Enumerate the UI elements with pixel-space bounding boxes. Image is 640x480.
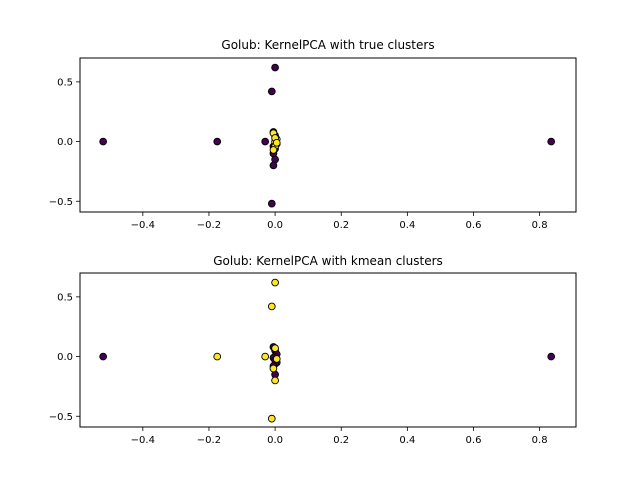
- y-tick-label-top-2: 0.5: [57, 77, 73, 88]
- x-tick-label-bottom-1: −0.2: [197, 435, 221, 446]
- chart-title-top: Golub: KernelPCA with true clusters: [221, 38, 434, 52]
- x-tick-label-bottom-0: −0.4: [131, 435, 155, 446]
- scatter-point-bottom-s0-0: [99, 352, 108, 361]
- scatter-point-bottom-s1-5: [269, 364, 278, 373]
- scatter-point-bottom-s1-0: [213, 352, 222, 361]
- scatter-point-bottom-s1-1: [271, 278, 279, 287]
- scatter-point-top-s0-1: [213, 137, 222, 146]
- y-tick-label-bottom-2: 0.5: [57, 292, 73, 303]
- y-tick-label-top-1: 0.0: [57, 137, 73, 148]
- x-tick-label-bottom-3: 0.2: [333, 435, 349, 446]
- scatter-point-bottom-s1-7: [271, 344, 279, 353]
- scatter-point-bottom-s1-6: [271, 376, 279, 385]
- scatter-points-bottom: [99, 278, 556, 423]
- x-tick-label-top-6: 0.8: [532, 220, 548, 231]
- x-tick-label-bottom-6: 0.8: [532, 435, 548, 446]
- scatter-point-bottom-s1-3: [267, 414, 276, 423]
- scatter-point-top-s1-7: [272, 138, 281, 147]
- x-tick-label-bottom-2: 0.0: [267, 435, 283, 446]
- scatter-point-top-s0-5: [267, 199, 276, 208]
- x-tick-label-top-4: 0.4: [399, 220, 415, 231]
- scatter-point-bottom-s1-8: [272, 355, 281, 363]
- x-tick-label-top-3: 0.2: [333, 220, 349, 231]
- chart-panel-top: Golub: KernelPCA with true clusters −0.4…: [49, 38, 577, 231]
- chart-panel-bottom: Golub: KernelPCA with kmean clusters −0.…: [49, 254, 577, 446]
- scatter-points-top: [99, 63, 556, 208]
- y-tick-label-top-0: −0.5: [49, 197, 73, 208]
- plot-frame-bottom: [79, 272, 577, 428]
- axis-ticks-top: −0.4 −0.2 0.0 0.2 0.4 0.6 0.8 −0.5 0.0 0.5: [49, 77, 548, 231]
- x-tick-label-top-1: −0.2: [197, 220, 221, 231]
- y-tick-label-bottom-1: 0.0: [57, 352, 73, 363]
- x-tick-label-bottom-5: 0.6: [466, 435, 482, 446]
- x-tick-label-bottom-4: 0.4: [399, 435, 415, 446]
- scatter-point-bottom-s1-2: [267, 302, 276, 311]
- scatter-point-bottom-s1-4: [261, 352, 270, 361]
- scatter-point-top-s0-2: [547, 137, 556, 146]
- x-tick-label-top-2: 0.0: [267, 220, 283, 231]
- y-tick-label-bottom-0: −0.5: [49, 412, 73, 423]
- x-tick-label-top-5: 0.6: [466, 220, 482, 231]
- scatter-point-top-s1-5: [269, 146, 278, 154]
- plot-frame-top: [79, 57, 577, 213]
- scatter-point-bottom-s0-1: [547, 352, 556, 361]
- x-tick-label-top-0: −0.4: [131, 220, 155, 231]
- axis-ticks-bottom: −0.4 −0.2 0.0 0.2 0.4 0.6 0.8 −0.5 0.0 0.5: [49, 292, 548, 446]
- scatter-point-top-s0-6: [261, 137, 270, 146]
- scatter-point-top-s0-4: [267, 87, 276, 96]
- chart-title-bottom: Golub: KernelPCA with kmean clusters: [213, 254, 443, 268]
- scatter-point-top-s0-3: [271, 63, 279, 72]
- scatter-point-top-s0-14: [269, 161, 278, 170]
- scatter-point-top-s0-0: [99, 137, 108, 146]
